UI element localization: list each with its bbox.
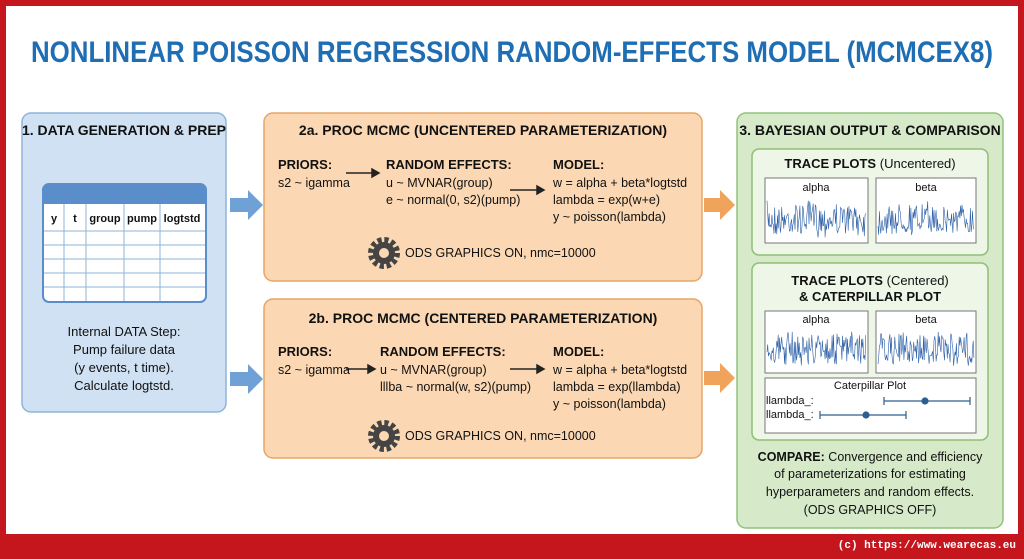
trace-line [877,331,975,366]
box-title: TRACE PLOTS (Uncentered) [784,156,955,172]
options: ODS GRAPHICS ON, nmc=10000 [405,429,596,443]
caterpillar-title: Caterpillar Plot [833,380,907,392]
gear-icon [368,420,400,452]
code-line: y ~ poisson(lambda) [553,210,666,224]
table-header: pump [127,213,157,225]
box-title-rest: (Centered) [886,273,949,288]
code-line: lambda = exp(w+e) [553,193,661,207]
compare-line: Convergence and efficiency [828,450,983,464]
trace-line [766,331,866,366]
section-label: MODEL: [553,157,605,172]
section-label: MODEL: [553,344,605,359]
orange-arrows [704,190,735,393]
footer: (c) https://www.wearecas.eu [837,540,1016,552]
compare-line: (ODS GRAPHICS OFF) [803,503,937,517]
caterpillar-label: llambda_: [766,409,814,421]
code-line: lambda = exp(llambda) [553,380,681,394]
code-line: s2 ~ igamma [278,363,350,377]
blue-arrows [230,190,263,394]
box-title-bold: TRACE PLOTS [791,273,883,288]
trace-lines [766,200,975,366]
section-label: RANDOM EFFECTS: [386,157,512,172]
table-header: logtstd [163,213,201,225]
table-grid [44,204,205,301]
plot-label: alpha [802,182,830,194]
plot-label: alpha [802,314,830,326]
section-label: PRIORS: [278,344,333,359]
plot-label: beta [915,314,937,326]
panel-title: 2a. PROC MCMC (UNCENTERED PARAMETERIZATI… [298,122,668,138]
table-header: y [50,213,58,225]
compare-line: of parameterizations for estimating [774,467,966,481]
trace-line [766,200,866,238]
panel-title: 1. DATA GENERATION & PREP [21,122,227,138]
description: Calculate logtstd. [74,378,174,393]
code-line: u ~ MVNAR(group) [386,176,493,190]
flow-arrows [346,167,546,375]
box-title-bold: TRACE PLOTS [784,156,877,171]
panel-title: 2b. PROC MCMC (CENTERED PARAMETERIZATION… [308,310,658,326]
box-title: & CATERPILLAR PLOT [798,289,942,304]
code-line: w = alpha + beta*logtstd [553,363,688,377]
main-title: NONLINEAR POISSON REGRESSION RANDOM-EFFE… [31,36,993,69]
table-top-bar [44,185,205,204]
centered-panel [263,298,703,459]
panel-title: 3. BAYESIAN OUTPUT & COMPARISON [739,122,1001,138]
compare-line: hyperparameters and random effects. [765,485,975,499]
trace-line [877,201,975,235]
description: Pump failure data [73,342,175,357]
options: ODS GRAPHICS ON, nmc=10000 [405,246,596,260]
table-header: t [73,213,77,225]
code-line: w = alpha + beta*logtstd [553,176,688,190]
caterpillar-label: llambda_: [766,395,814,407]
description: (y events, t time). [74,360,174,375]
gear-icon [368,237,400,269]
code-line: u ~ MVNAR(group) [380,363,487,377]
table-header: group [89,213,121,225]
section-label: RANDOM EFFECTS: [380,344,506,359]
code-line: lllba ~ normal(w, s2)(pump) [380,380,532,394]
compare-label: COMPARE: [757,450,825,464]
section-label: PRIORS: [278,157,333,172]
plot-label: beta [915,182,937,194]
box-title-rest: (Uncentered) [879,156,956,171]
uncentered-panel [263,112,703,282]
compare-text: COMPARE: Convergence and efficiency [758,449,983,465]
code-line: y ~ poisson(lambda) [553,397,666,411]
box-title: TRACE PLOTS (Centered) [791,273,949,289]
caterpillar-intervals [819,397,971,419]
code-line: s2 ~ igamma [278,176,350,190]
description: Internal DATA Step: [67,324,181,339]
code-line: e ~ normal(0, s2)(pump) [386,193,521,207]
